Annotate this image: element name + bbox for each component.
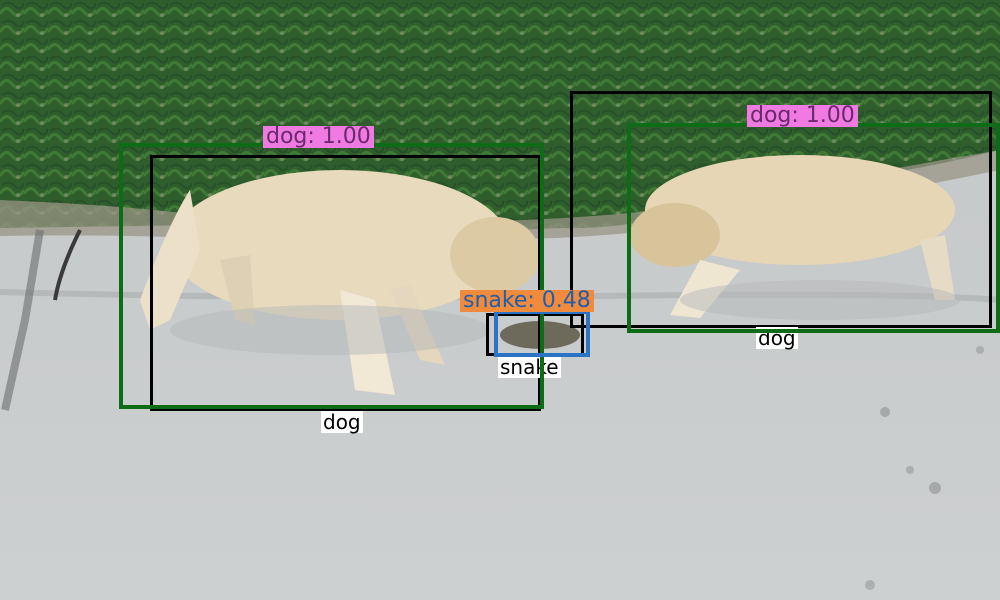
left-dog-figure xyxy=(140,170,540,395)
pred-label-dog-left: dog: 1.00 xyxy=(263,126,374,148)
gt-box-dog-left xyxy=(150,155,541,411)
pred-box-snake xyxy=(494,310,590,357)
pred-box-dog-right xyxy=(627,123,1000,333)
pred-box-dog-left xyxy=(119,143,544,409)
pred-label-snake: snake: 0.48 xyxy=(460,290,594,312)
pred-label-dog-right: dog: 1.00 xyxy=(747,105,858,127)
right-dog-figure xyxy=(630,155,960,320)
leash xyxy=(53,229,82,301)
pavement-crack xyxy=(1,229,44,411)
gt-box-dog-right xyxy=(570,91,992,328)
gt-label-dog-left: dog xyxy=(321,410,363,434)
